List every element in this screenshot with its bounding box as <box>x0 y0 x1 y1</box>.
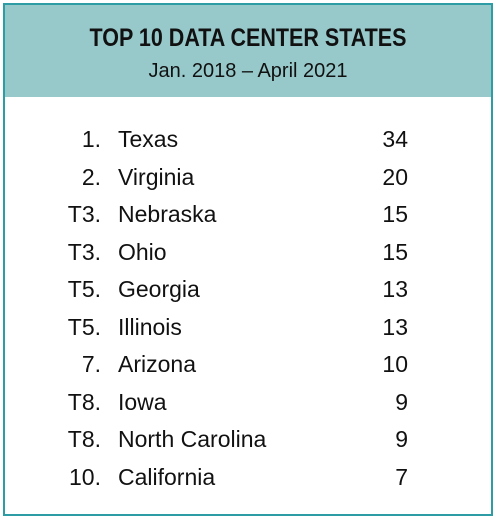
rank-cell: 7. <box>81 351 101 377</box>
state-cell: North Carolina <box>118 426 267 452</box>
rank-cell: T8. <box>67 426 101 452</box>
table-title: TOP 10 DATA CENTER STATES <box>89 24 407 52</box>
rank-cell: T3. <box>67 238 101 265</box>
state-cell: Virginia <box>118 163 195 190</box>
state-cell: Nebraska <box>118 201 217 227</box>
rank-cell: T3. <box>67 201 101 227</box>
count-cell: 10 <box>382 351 408 377</box>
table-row: 7. Arizona 10 <box>5 347 491 385</box>
state-cell: Ohio <box>118 238 167 265</box>
table-row: T5. Georgia 13 <box>5 272 491 310</box>
count-cell: 15 <box>382 201 408 227</box>
state-cell: Georgia <box>118 276 200 302</box>
state-cell: Arizona <box>118 351 196 377</box>
count-cell: 9 <box>395 388 408 415</box>
state-cell: Texas <box>118 126 179 152</box>
table-subtitle: Jan. 2018 – April 2021 <box>148 60 348 82</box>
count-cell: 20 <box>382 163 408 190</box>
table-row: 1. Texas 34 <box>5 122 491 160</box>
state-cell: California <box>118 463 216 490</box>
rank-cell: 2. <box>81 163 101 190</box>
rank-cell: T5. <box>67 313 101 340</box>
state-cell: Illinois <box>118 313 182 340</box>
table-row: 10. California 7 <box>5 460 491 498</box>
table-row: T8. Iowa 9 <box>5 385 491 423</box>
table-row: T5. Illinois 13 <box>5 310 491 348</box>
rank-cell: T8. <box>67 388 101 415</box>
count-cell: 15 <box>382 238 408 265</box>
table-card: TOP 10 DATA CENTER STATES Jan. 2018 – Ap… <box>3 3 493 516</box>
count-cell: 34 <box>382 126 408 152</box>
count-cell: 13 <box>382 313 408 340</box>
state-cell: Iowa <box>118 388 167 415</box>
count-cell: 7 <box>395 463 408 490</box>
table-row: 2. Virginia 20 <box>5 160 491 198</box>
table-body: 1. Texas 34 2. Virginia 20 T3. Nebraska … <box>5 122 491 497</box>
rank-cell: 10. <box>69 463 101 490</box>
rank-cell: T5. <box>67 276 101 302</box>
table-row: T3. Ohio 15 <box>5 235 491 273</box>
table-header: TOP 10 DATA CENTER STATES Jan. 2018 – Ap… <box>5 5 491 97</box>
table-row: T8. North Carolina 9 <box>5 422 491 460</box>
count-cell: 13 <box>382 276 408 302</box>
rank-cell: 1. <box>81 126 101 152</box>
table-row: T3. Nebraska 15 <box>5 197 491 235</box>
count-cell: 9 <box>395 426 408 452</box>
